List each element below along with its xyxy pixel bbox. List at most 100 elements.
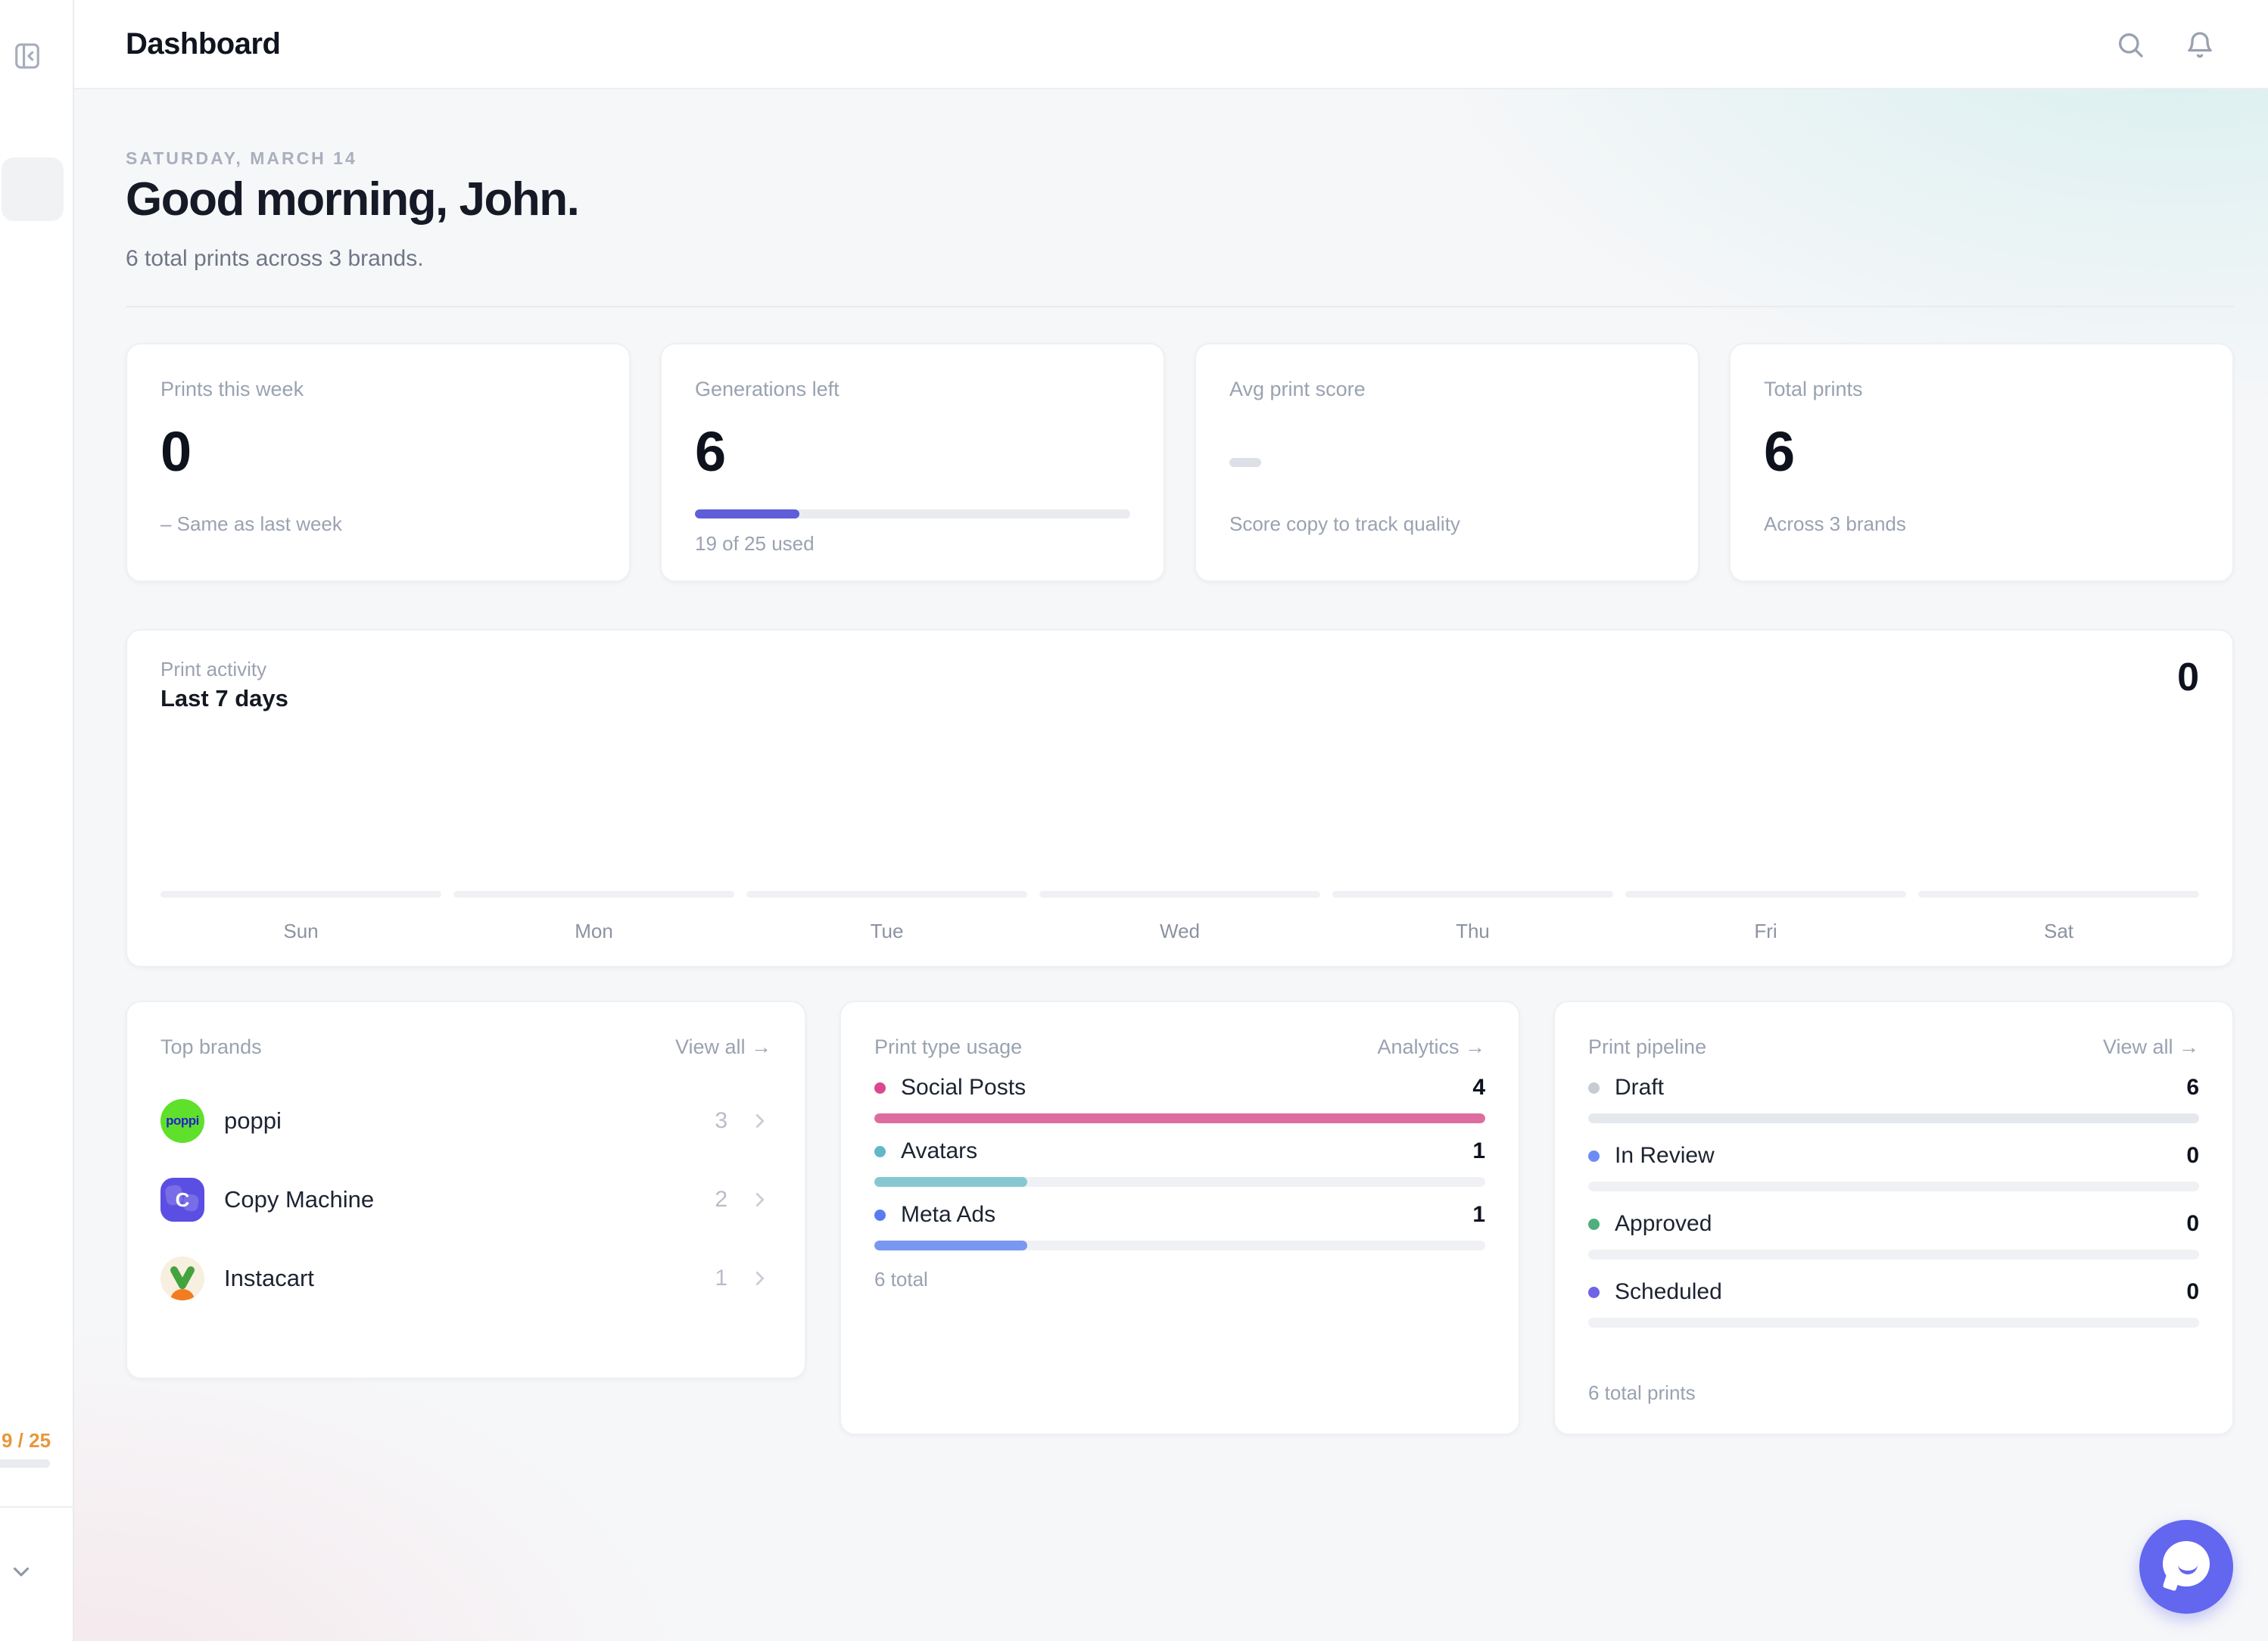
print-type-usage-card: Print type usage Analytics → Social Post… <box>840 1001 1520 1435</box>
pipeline-stage-name: Approved <box>1615 1211 1712 1236</box>
stat-card-prints-week: Prints this week 0 – Same as last week <box>126 343 631 582</box>
sidebar-item-dashboard[interactable] <box>2 157 64 221</box>
social-posts-bar-fill <box>874 1113 1485 1123</box>
axis-label: Tue <box>870 920 904 942</box>
avatars-bar <box>874 1177 1485 1187</box>
search-button[interactable] <box>2109 23 2151 66</box>
approved-dot <box>1588 1218 1600 1230</box>
brand-list: poppi poppi 3 <box>160 1082 771 1318</box>
pipeline-stage-value: 0 <box>2186 1211 2199 1236</box>
stat-value: 0 <box>160 420 192 483</box>
brand-count: 3 <box>715 1108 727 1133</box>
stat-label: Prints this week <box>160 378 304 400</box>
brand-row-poppi[interactable]: poppi poppi 3 <box>160 1082 771 1160</box>
scheduled-dot <box>1588 1286 1600 1298</box>
activity-bar-tue <box>746 891 1027 898</box>
activity-chart <box>160 891 2199 898</box>
card-title: Print type usage <box>874 1035 1023 1058</box>
activity-bar-sat <box>1918 891 2199 898</box>
chevron-down-icon <box>8 1558 34 1584</box>
activity-bar-wed <box>1039 891 1320 898</box>
activity-label: Print activity <box>160 658 267 680</box>
stat-card-generations-left: Generations left 6 19 of 25 used <box>660 343 1165 582</box>
print-type-total: 6 total <box>874 1268 928 1291</box>
pipeline-stage-name: Draft <box>1615 1075 1665 1100</box>
brand-row-instacart[interactable]: Instacart 1 <box>160 1239 771 1318</box>
print-type-row-meta-ads: Meta Ads 1 <box>874 1201 1485 1250</box>
activity-total: 0 <box>2177 655 2199 699</box>
pipeline-stage-name: Scheduled <box>1615 1279 1722 1304</box>
stats-row: Prints this week 0 – Same as last week G… <box>126 343 2234 582</box>
sidebar-divider <box>0 1506 74 1508</box>
brand-count: 2 <box>715 1187 727 1212</box>
panel-collapse-icon <box>13 41 42 71</box>
analytics-link[interactable]: Analytics → <box>1377 1035 1485 1058</box>
empty-value-dash <box>1229 458 1261 467</box>
sidebar-collapse-button[interactable] <box>9 38 45 74</box>
axis-label: Sat <box>2043 920 2074 942</box>
axis-label: Thu <box>1456 920 1490 942</box>
activity-bar-sun <box>160 891 441 898</box>
axis-label: Sun <box>283 920 319 942</box>
pipeline-stage-value: 0 <box>2186 1279 2199 1304</box>
pipeline-stage-name: In Review <box>1615 1143 1715 1168</box>
draft-bar <box>1588 1113 2199 1123</box>
greeting-date: SATURDAY, MARCH 14 <box>126 148 357 168</box>
print-activity-card: Print activity Last 7 days 0 Sun Mon Tue <box>126 629 2234 967</box>
stat-label: Avg print score <box>1229 378 1366 400</box>
stat-value: 6 <box>695 420 726 483</box>
draft-bar-fill <box>1588 1113 2199 1123</box>
chat-bubble-icon <box>2163 1541 2210 1587</box>
top-brands-card: Top brands View all → poppi poppi 3 <box>126 1001 806 1379</box>
stat-card-total-prints: Total prints 6 Across 3 brands <box>1729 343 2234 582</box>
bottom-row: Top brands View all → poppi poppi 3 <box>126 1001 2234 1435</box>
social-posts-bar <box>874 1113 1485 1123</box>
page-title: Dashboard <box>126 26 281 61</box>
card-title: Print pipeline <box>1588 1035 1707 1058</box>
generations-progressbar <box>695 509 1130 518</box>
brand-row-copy-machine[interactable]: C Copy Machine 2 <box>160 1160 771 1239</box>
stat-footer: – Same as last week <box>160 512 342 535</box>
social-posts-dot <box>874 1082 886 1094</box>
draft-dot <box>1588 1082 1600 1094</box>
stat-label: Total prints <box>1764 378 1863 400</box>
chevron-right-icon <box>749 1188 771 1211</box>
sidebar-usage-count: 9 / 25 <box>2 1429 51 1452</box>
meta-ads-dot <box>874 1209 886 1221</box>
print-type-value: 1 <box>1472 1138 1485 1163</box>
stat-footer: Score copy to track quality <box>1229 512 1460 535</box>
axis-label: Mon <box>575 920 613 942</box>
pipeline-row-in-review: In Review 0 <box>1588 1142 2199 1191</box>
stat-label: Generations left <box>695 378 840 400</box>
card-title: Top brands <box>160 1035 262 1058</box>
activity-bar-thu <box>1332 891 1613 898</box>
generations-usage-text: 19 of 25 used <box>695 532 815 555</box>
meta-ads-bar-fill <box>874 1241 1027 1250</box>
pipeline-row-approved: Approved 0 <box>1588 1210 2199 1260</box>
section-divider <box>126 306 2234 307</box>
print-type-name: Meta Ads <box>901 1202 996 1227</box>
search-icon <box>2115 30 2145 60</box>
greeting-title: Good morning, John. <box>126 173 580 226</box>
axis-label: Wed <box>1160 920 1200 942</box>
greeting-subtitle: 6 total prints across 3 brands. <box>126 246 424 271</box>
main-area: SATURDAY, MARCH 14 Good morning, John. 6… <box>74 89 2268 1641</box>
sidebar: 9 / 25 <box>0 0 74 1641</box>
avatars-dot <box>874 1145 886 1157</box>
print-type-row-avatars: Avatars 1 <box>874 1138 1485 1187</box>
avatars-bar-fill <box>874 1177 1027 1187</box>
print-type-list: Social Posts 4 Avatars 1 <box>874 1074 1485 1265</box>
brand-name: Instacart <box>224 1265 314 1291</box>
pipeline-row-scheduled: Scheduled 0 <box>1588 1278 2199 1328</box>
activity-bar-mon <box>453 891 734 898</box>
pipeline-row-draft: Draft 6 <box>1588 1074 2199 1123</box>
view-all-brands-link[interactable]: View all → <box>674 1035 771 1058</box>
instacart-carrot-logo <box>160 1256 204 1300</box>
notifications-button[interactable] <box>2179 23 2221 66</box>
pipeline-stage-value: 6 <box>2186 1075 2199 1100</box>
brand-name: poppi <box>224 1107 282 1134</box>
view-all-pipeline-link[interactable]: View all → <box>2102 1035 2199 1058</box>
chat-widget-button[interactable] <box>2139 1520 2233 1614</box>
poppi-logo-text: poppi <box>166 1113 199 1128</box>
sidebar-expand-button[interactable] <box>6 1556 36 1587</box>
